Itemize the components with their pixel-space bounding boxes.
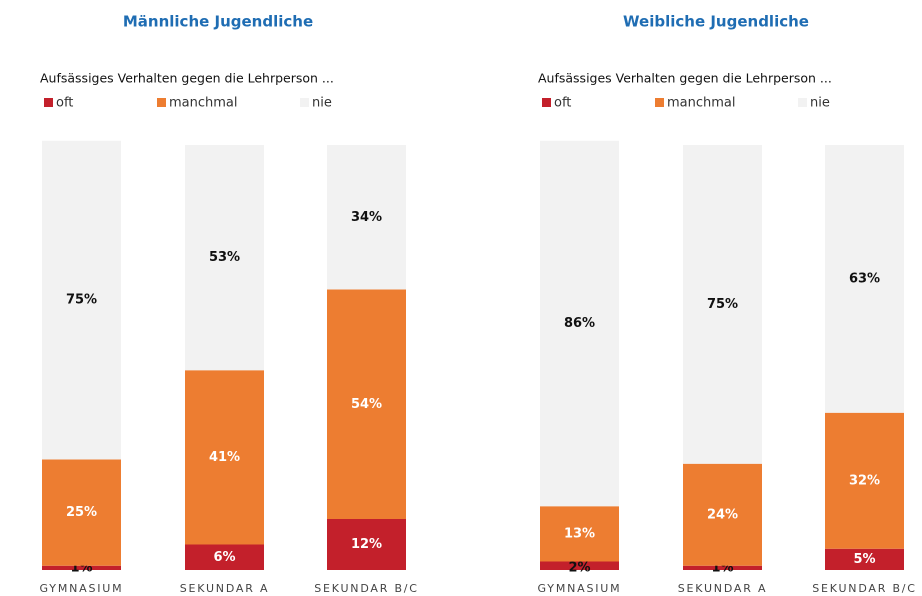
legend-label: manchmal: [169, 96, 238, 111]
legend-swatch: [300, 98, 309, 107]
chart-subtitle: Aufsässiges Verhalten gegen die Lehrpers…: [538, 71, 832, 86]
bar-segment: [42, 565, 121, 570]
legend-swatch: [157, 98, 166, 107]
legend-label: nie: [312, 96, 332, 111]
bar-segment: [185, 370, 264, 545]
x-tick-label: SEKUNDAR B/C: [314, 582, 419, 595]
value-label: 86%: [564, 316, 595, 331]
chart-title: Männliche Jugendliche: [123, 13, 313, 31]
value-label: 63%: [849, 271, 880, 286]
value-label: 2%: [568, 561, 590, 576]
value-label: 53%: [209, 250, 240, 265]
x-tick-label: GYMNASIUM: [538, 582, 622, 595]
value-label: 75%: [707, 297, 738, 312]
x-tick-label: SEKUNDAR A: [678, 582, 768, 595]
value-label: 41%: [209, 450, 240, 465]
legend-swatch: [798, 98, 807, 107]
bar-segment: [683, 565, 762, 570]
bar-segment: [42, 140, 121, 460]
legend-label: manchmal: [667, 96, 736, 111]
legend-swatch: [542, 98, 551, 107]
bar-segment: [327, 519, 406, 570]
value-label: 24%: [707, 507, 738, 522]
value-label: 13%: [564, 526, 595, 541]
x-tick-label: SEKUNDAR B/C: [812, 582, 917, 595]
legend-label: oft: [554, 96, 571, 111]
legend-label: nie: [810, 96, 830, 111]
bar-segment: [825, 548, 904, 570]
legend-label: oft: [56, 96, 73, 111]
value-label: 54%: [351, 397, 382, 412]
value-label: 75%: [66, 293, 97, 308]
value-label: 12%: [351, 537, 382, 552]
bar-segment: [825, 412, 904, 549]
value-label: 34%: [351, 210, 382, 225]
legend-swatch: [655, 98, 664, 107]
bar-segment: [825, 145, 904, 413]
value-label: 25%: [66, 505, 97, 520]
bar-segment: [683, 463, 762, 566]
bar-segment: [540, 140, 619, 507]
bar-segment: [540, 561, 619, 570]
chart-subtitle: Aufsässiges Verhalten gegen die Lehrpers…: [40, 71, 334, 86]
bar-segment: [42, 459, 121, 566]
bar-segment: [185, 145, 264, 371]
bar-segment: [327, 289, 406, 519]
x-tick-label: SEKUNDAR A: [180, 582, 270, 595]
bar-segment: [540, 506, 619, 562]
value-label: 6%: [213, 550, 235, 565]
bar-segment: [327, 145, 406, 290]
value-label: 32%: [849, 473, 880, 488]
chart-title: Weibliche Jugendliche: [623, 13, 809, 31]
legend-swatch: [44, 98, 53, 107]
bar-segment: [683, 145, 762, 464]
value-label: 5%: [853, 552, 875, 567]
x-tick-label: GYMNASIUM: [40, 582, 124, 595]
bar-segment: [185, 544, 264, 570]
